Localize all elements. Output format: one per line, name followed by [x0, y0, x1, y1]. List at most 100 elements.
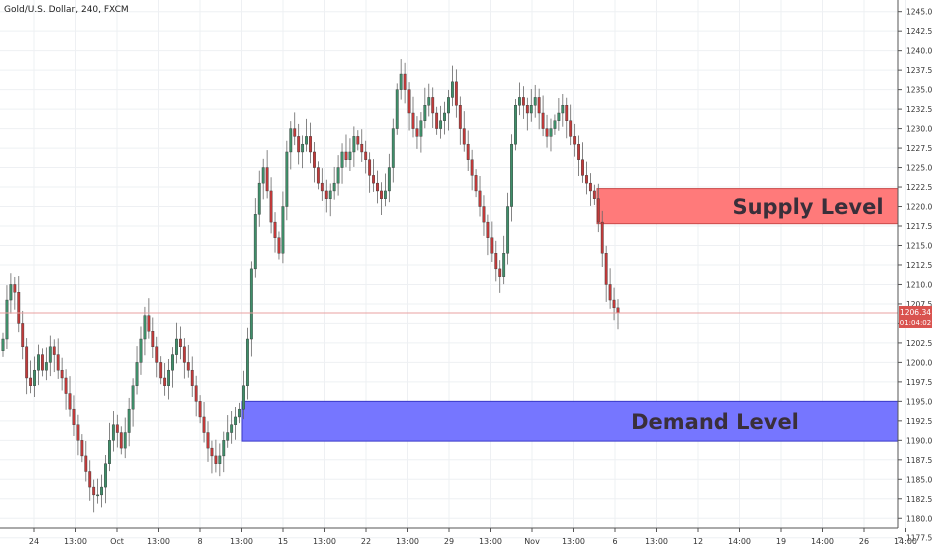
candle-body — [454, 81, 458, 106]
candle-body — [147, 315, 151, 332]
x-tick-label: 13:00 — [64, 537, 87, 546]
candle-body — [222, 440, 226, 457]
candle-body — [261, 167, 265, 184]
candle-body — [167, 369, 170, 386]
price-axis[interactable]: 1245.00 1242.50 1240.00 1237.50 1235.00 1232.… — [898, 8, 932, 543]
candle-body — [557, 112, 561, 121]
candle-body — [76, 424, 80, 441]
candle-body — [592, 190, 596, 199]
candle-body — [257, 182, 261, 215]
candle-body — [226, 432, 230, 441]
candle-body — [521, 97, 525, 106]
candle-body — [545, 128, 549, 137]
candle-body — [9, 284, 13, 301]
y-tick-label: 1242.50 — [906, 27, 932, 36]
candle-body — [411, 112, 415, 129]
candle-body — [435, 112, 439, 129]
candle-body — [186, 362, 190, 371]
candle-body — [332, 182, 336, 192]
candle-body — [206, 432, 210, 449]
candle-body — [569, 120, 573, 137]
candle-body — [198, 401, 202, 418]
candle-body — [171, 354, 174, 371]
candle-body — [33, 369, 36, 386]
candle-body — [553, 120, 557, 129]
x-tick-label: 14:00 — [811, 537, 834, 546]
candle-body — [577, 143, 580, 160]
candle-body — [581, 159, 584, 176]
candle-body — [447, 97, 450, 114]
x-tick-label: 13:00 — [396, 537, 419, 546]
candle-body — [486, 221, 490, 238]
supply-zone[interactable] — [596, 188, 899, 225]
candle-body — [431, 97, 435, 114]
candle-body — [443, 112, 446, 121]
candle-body — [281, 206, 285, 254]
y-tick-label: 1187.50 — [906, 456, 932, 465]
candle-body — [604, 253, 608, 285]
candle-body — [518, 97, 521, 106]
candle-body — [80, 440, 84, 457]
candle-body — [427, 97, 431, 106]
candle-body — [529, 105, 533, 114]
candle-body — [44, 362, 48, 371]
y-tick-label: 1235.00 — [906, 86, 932, 95]
candle-body — [391, 128, 395, 168]
x-tick-label: 13:00 — [479, 537, 502, 546]
candle-body — [48, 346, 52, 363]
candle-body — [194, 385, 198, 402]
y-tick-label: 1180.00 — [906, 514, 932, 523]
candle-body — [143, 315, 147, 340]
candle-body — [175, 338, 178, 355]
candle-body — [214, 455, 218, 464]
y-tick-label: 1215.00 — [906, 241, 932, 250]
candle-body — [52, 346, 56, 355]
candle-body — [234, 416, 238, 425]
candle-body — [92, 486, 96, 496]
x-tick-label: 12 — [693, 537, 703, 546]
y-tick-label: 1217.50 — [906, 222, 932, 231]
y-tick-label: 1222.50 — [906, 183, 932, 192]
x-tick-label: Nov — [524, 537, 540, 546]
y-tick-label: 1182.50 — [906, 495, 932, 504]
chart-grid — [0, 0, 906, 539]
candle-body — [84, 455, 88, 472]
candle-body — [561, 105, 565, 114]
candle-body — [376, 182, 379, 192]
candle-body — [242, 385, 245, 410]
supply-zone-label: Supply Level — [732, 195, 883, 219]
x-tick-label: 13:00 — [562, 537, 585, 546]
candle-body — [104, 463, 107, 488]
candle-body — [320, 182, 324, 192]
candle-body — [230, 424, 234, 433]
demand-zone[interactable] — [241, 400, 899, 442]
candle-body — [336, 167, 340, 184]
candle-body — [419, 120, 423, 137]
candlestick-series — [1, 59, 620, 513]
y-tick-label: 1227.50 — [906, 144, 932, 153]
candle-body — [88, 471, 92, 488]
x-tick-label: 29 — [444, 537, 454, 546]
candle-body — [498, 268, 502, 277]
x-tick-label: 8 — [197, 537, 202, 546]
candle-body — [510, 143, 513, 207]
candle-body — [123, 432, 127, 449]
candle-body — [108, 440, 111, 464]
candle-body — [573, 136, 577, 145]
candle-body — [246, 338, 249, 386]
candle-body — [60, 369, 64, 379]
x-tick-label: 13:00 — [313, 537, 336, 546]
candle-body — [368, 159, 372, 176]
candle-body — [5, 299, 9, 340]
chart-title: Gold/U.S. Dollar, 240, FXCM — [4, 5, 129, 15]
x-tick-label: 14:00 — [894, 537, 917, 546]
candle-body — [64, 377, 68, 394]
candle-body — [383, 190, 387, 199]
candle-body — [514, 105, 517, 145]
candle-body — [399, 73, 403, 90]
candle-body — [96, 494, 100, 497]
y-tick-label: 1190.00 — [906, 436, 932, 445]
time-axis[interactable]: 24 13:00 Oct 13:00 8 13:00 15 13:00 22 13:00 29 13:… — [29, 528, 932, 546]
candle-body — [68, 393, 72, 410]
